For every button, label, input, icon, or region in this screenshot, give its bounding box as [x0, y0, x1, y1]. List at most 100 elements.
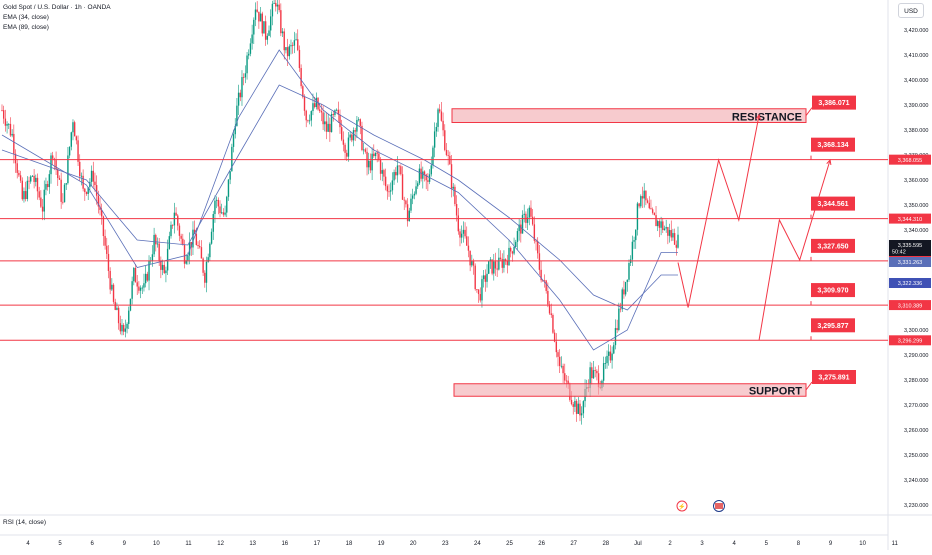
candle-body	[486, 273, 488, 282]
candle-body	[128, 310, 130, 324]
candle-body	[124, 328, 127, 332]
candle-body	[192, 229, 194, 248]
candle-body	[222, 212, 225, 215]
resistance-2-tag	[811, 196, 855, 211]
currency-button[interactable]: USD	[898, 3, 924, 18]
candle-body	[254, 9, 257, 20]
candle-body	[577, 403, 579, 414]
support-zone-tag-stem	[805, 381, 813, 391]
resistance-1-axis-tag	[889, 154, 931, 165]
candle-body	[474, 265, 476, 290]
candle-body	[405, 200, 407, 205]
candle-body	[484, 275, 487, 282]
candle-body	[665, 227, 667, 229]
candle-body	[445, 149, 448, 156]
candle-body	[645, 190, 647, 201]
candle-body	[516, 231, 519, 242]
projection-path-1	[677, 114, 760, 308]
candle-body	[609, 351, 612, 361]
candle-body	[295, 39, 297, 41]
candle-body	[31, 175, 34, 177]
candle-body	[45, 184, 47, 190]
resistance-1-axis-text: 3,368.055	[898, 158, 922, 164]
candle-body	[119, 323, 121, 332]
candle-body	[52, 155, 54, 159]
candle-body	[35, 177, 37, 182]
ema34-legend[interactable]: EMA (34, close)	[3, 14, 49, 21]
time-tick-label: 11	[185, 541, 192, 547]
candle-body	[95, 185, 98, 196]
candle-body	[170, 224, 172, 237]
candle-body	[72, 122, 74, 133]
candle-body	[371, 153, 373, 171]
candle-body	[14, 153, 17, 164]
candle-body	[41, 206, 44, 212]
candle-body	[631, 241, 634, 260]
time-tick-label: 8	[797, 541, 801, 547]
candle-body	[435, 126, 438, 132]
candle-body	[155, 234, 157, 245]
candle-body	[94, 181, 96, 186]
symbol-title[interactable]: Gold Spot / U.S. Dollar · 1h · OANDA	[3, 4, 111, 11]
resistance-2-tag-text: 3,344.561	[817, 201, 848, 208]
candle-body	[63, 184, 66, 203]
candle-body	[106, 245, 108, 254]
candle-body	[481, 279, 483, 301]
price-tick-label: 3,420.000	[904, 28, 928, 34]
candle-body	[540, 269, 542, 281]
candle-body	[347, 137, 350, 157]
candle-body	[65, 183, 67, 185]
candle-body	[567, 380, 569, 384]
candle-body	[384, 176, 387, 187]
candle-body	[322, 112, 324, 125]
candle-body	[657, 221, 659, 227]
last-price-axis-text: 3,335.595	[898, 243, 922, 249]
candle-body	[60, 179, 62, 202]
candle-body	[523, 213, 525, 215]
candle-body	[552, 315, 554, 333]
candle-body	[236, 105, 238, 126]
candle-body	[6, 124, 8, 126]
candle-body	[182, 238, 184, 245]
candle-body	[628, 263, 630, 280]
candle-body	[278, 4, 280, 11]
price-tick-label: 3,340.000	[904, 228, 928, 234]
candle-body	[134, 267, 137, 283]
candle-body	[241, 77, 243, 98]
candle-body	[13, 133, 15, 154]
candle-body	[109, 270, 111, 290]
price-tick-label: 3,230.000	[904, 503, 928, 509]
candle-body	[224, 212, 226, 215]
candle-body	[538, 253, 541, 270]
ema89-legend[interactable]: EMA (89, close)	[3, 24, 49, 31]
candle-body	[133, 267, 135, 282]
time-tick-label: 5	[58, 541, 62, 547]
time-tick-label: 27	[570, 541, 577, 547]
candle-body	[378, 153, 380, 161]
time-tick-label: 24	[474, 541, 481, 547]
candle-body	[501, 259, 503, 268]
lightning-icon[interactable]	[676, 500, 688, 512]
candle-body	[332, 114, 334, 115]
candle-body	[504, 259, 507, 261]
candle-body	[2, 110, 5, 119]
candle-body	[521, 214, 524, 234]
support-2-tag	[811, 318, 855, 333]
candle-body	[122, 324, 125, 332]
ema89-value-axis-tag	[889, 278, 931, 288]
candle-body	[308, 120, 311, 122]
rsi-legend[interactable]: RSI (14, close)	[3, 519, 46, 526]
candle-body	[564, 373, 566, 381]
price-tick-label: 3,350.000	[904, 203, 928, 209]
candle-body	[433, 131, 436, 148]
candle-body	[275, 2, 277, 7]
candle-body	[310, 111, 312, 121]
candle-body	[329, 123, 331, 133]
candle-body	[288, 46, 290, 57]
ema34-value-axis-text: 3,331.263	[898, 260, 922, 266]
candle-body	[121, 324, 123, 332]
candle-body	[626, 279, 628, 282]
candle-body	[427, 180, 429, 182]
candle-body	[99, 206, 101, 210]
